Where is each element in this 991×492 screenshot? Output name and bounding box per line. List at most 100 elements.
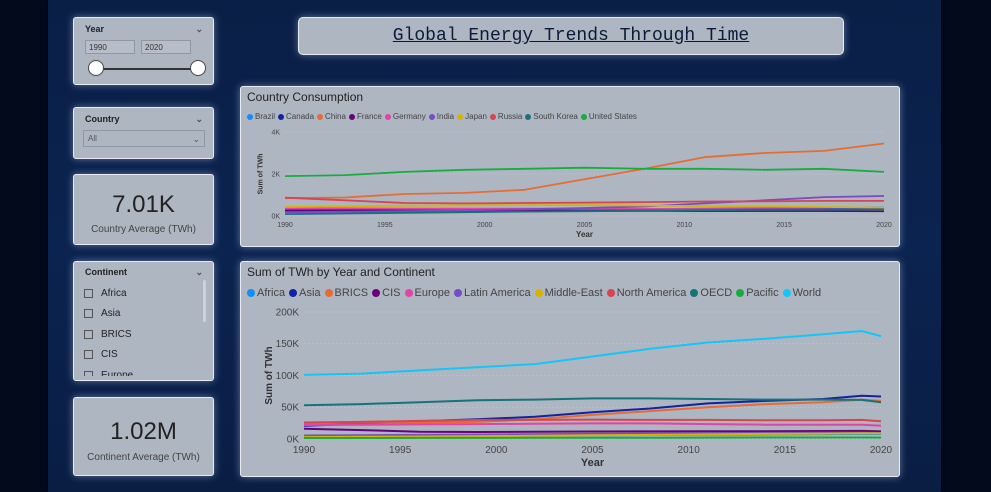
country-consumption-chart[interactable]: Country Consumption Brazil Canada China Fra… <box>240 86 900 247</box>
chart-legend: Brazil Canada China France Germany India Japan… <box>247 112 640 121</box>
legend-item[interactable]: Africa <box>247 287 285 299</box>
legend-item[interactable]: North America <box>606 287 686 299</box>
legend-label: India <box>436 112 455 121</box>
x-tick-label: 2005 <box>581 445 604 456</box>
series-line-united-states[interactable] <box>284 166 885 177</box>
page-title: Global Energy Trends Through Time <box>392 26 750 46</box>
year-slider-start-handle[interactable] <box>88 60 104 76</box>
legend-item[interactable]: China <box>317 112 346 121</box>
series-line-europe[interactable] <box>303 422 882 427</box>
country-dropdown[interactable]: All ⌄ <box>83 130 205 147</box>
legend-item[interactable]: Japan <box>457 112 487 121</box>
legend-item[interactable]: Asia <box>289 287 321 299</box>
list-item[interactable]: BRICS <box>84 324 204 345</box>
legend-label: China <box>325 112 346 121</box>
chevron-down-icon[interactable]: ⌄ <box>195 114 203 124</box>
legend-label: Brazil <box>255 112 276 121</box>
year-slider-end-handle[interactable] <box>190 60 206 76</box>
legend-item[interactable]: BRICS <box>324 287 368 299</box>
checkbox[interactable] <box>84 309 93 319</box>
legend-label: Latin America <box>463 287 531 299</box>
legend-label: United States <box>588 112 637 121</box>
checkbox[interactable] <box>84 288 93 298</box>
list-item[interactable]: Africa <box>84 283 204 304</box>
series-line-india[interactable] <box>284 195 885 214</box>
legend-item[interactable]: Russia <box>489 112 522 121</box>
chart-plot: 0K 50K 100K 150K 200K 1990 1995 2000 2005 2010 201… <box>264 307 893 469</box>
series-line-north-america[interactable] <box>303 418 882 424</box>
legend-item[interactable]: Germany <box>384 112 426 121</box>
series-line-world[interactable] <box>303 330 882 376</box>
chart-title: Sum of TWh by Year and Continent <box>247 265 435 279</box>
country-slicer[interactable]: Country ⌄ All ⌄ <box>73 107 214 159</box>
list-item[interactable]: Europe <box>84 365 204 376</box>
report-title-box: Global Energy Trends Through Time <box>298 17 844 55</box>
chart-legend: Africa Asia BRICS CIS Europe Latin America Mid… <box>247 287 825 299</box>
series-line-middle-east[interactable] <box>303 432 882 439</box>
country-average-value: 7.01K <box>112 191 175 218</box>
legend-dot-icon <box>534 289 543 297</box>
year-to-input[interactable]: 2020 <box>141 40 191 54</box>
chevron-down-icon: ⌄ <box>192 134 200 144</box>
legend-item[interactable]: Latin America <box>453 287 531 299</box>
list-item[interactable]: CIS <box>84 345 204 366</box>
legend-item[interactable]: Canada <box>278 112 314 121</box>
series-line-russia[interactable] <box>284 196 884 205</box>
year-slicer-label: Year <box>85 24 105 34</box>
legend-label: Asia <box>299 287 321 299</box>
legend-label: Europe <box>414 287 450 299</box>
series-line-china[interactable] <box>284 142 885 200</box>
year-slicer[interactable]: Year ⌄ 1990 2020 <box>73 17 214 85</box>
legend-item[interactable]: France <box>348 112 382 121</box>
legend-dot-icon <box>317 113 324 120</box>
series-line-south-korea[interactable] <box>284 208 884 215</box>
legend-item[interactable]: CIS <box>372 287 401 299</box>
list-item-label: BRICS <box>101 328 132 340</box>
legend-item[interactable]: South Korea <box>525 112 578 121</box>
legend-label: CIS <box>382 287 401 299</box>
series-line-japan[interactable] <box>284 204 885 209</box>
legend-item[interactable]: OECD <box>690 287 732 299</box>
y-tick-label: 0K <box>287 434 300 445</box>
series-line-brics[interactable] <box>303 398 882 425</box>
country-average-card: 7.01K Country Average (TWh) <box>73 174 214 245</box>
legend-dot-icon <box>580 113 587 120</box>
checkbox[interactable] <box>84 370 93 376</box>
legend-item[interactable]: Brazil <box>247 112 275 121</box>
x-tick-label: 1995 <box>389 445 412 456</box>
chevron-down-icon[interactable]: ⌄ <box>195 24 203 34</box>
legend-item[interactable]: Middle-East <box>534 287 603 299</box>
y-tick-label: 150K <box>276 339 300 350</box>
checkbox[interactable] <box>84 350 93 360</box>
y-tick-label: 0K <box>271 213 280 220</box>
scrollbar[interactable] <box>203 280 206 322</box>
country-slicer-label: Country <box>85 114 120 124</box>
legend-label: France <box>356 112 382 121</box>
series-line-cis[interactable] <box>303 427 882 433</box>
legend-item[interactable]: World <box>782 287 822 299</box>
legend-item[interactable]: India <box>428 112 455 121</box>
list-item[interactable]: Asia <box>84 304 204 325</box>
y-tick-label: 4K <box>271 129 280 136</box>
legend-item[interactable]: Pacific <box>736 287 779 299</box>
legend-item[interactable]: United States <box>580 112 637 121</box>
legend-item[interactable]: Europe <box>404 287 450 299</box>
continent-twh-chart[interactable]: Sum of TWh by Year and Continent Africa A… <box>240 261 900 477</box>
x-tick-label: 2010 <box>677 222 693 229</box>
checkbox[interactable] <box>84 329 93 339</box>
series-line-pacific[interactable] <box>304 436 882 439</box>
x-axis-label: Year <box>576 230 593 239</box>
year-slider-track[interactable] <box>96 68 200 70</box>
continent-average-card: 1.02M Continent Average (TWh) <box>73 397 214 476</box>
continent-average-label: Continent Average (TWh) <box>87 452 200 463</box>
chart-plot: 0K 2K 4K 1990 1995 2000 2005 2010 2015 2020 Year Su… <box>258 129 892 239</box>
year-slicer-header: Year ⌄ <box>85 24 203 35</box>
x-tick-label: 1990 <box>293 445 316 456</box>
legend-label: World <box>792 287 822 299</box>
chevron-down-icon[interactable]: ⌄ <box>195 267 203 277</box>
year-from-input[interactable]: 1990 <box>85 40 135 54</box>
legend-dot-icon <box>348 113 355 120</box>
series-line-oecd[interactable] <box>303 397 882 407</box>
y-axis-label: Sum of TWh <box>258 154 265 195</box>
continent-slicer[interactable]: Continent ⌄ Africa Asia BRICS CIS Europe <box>73 261 214 381</box>
